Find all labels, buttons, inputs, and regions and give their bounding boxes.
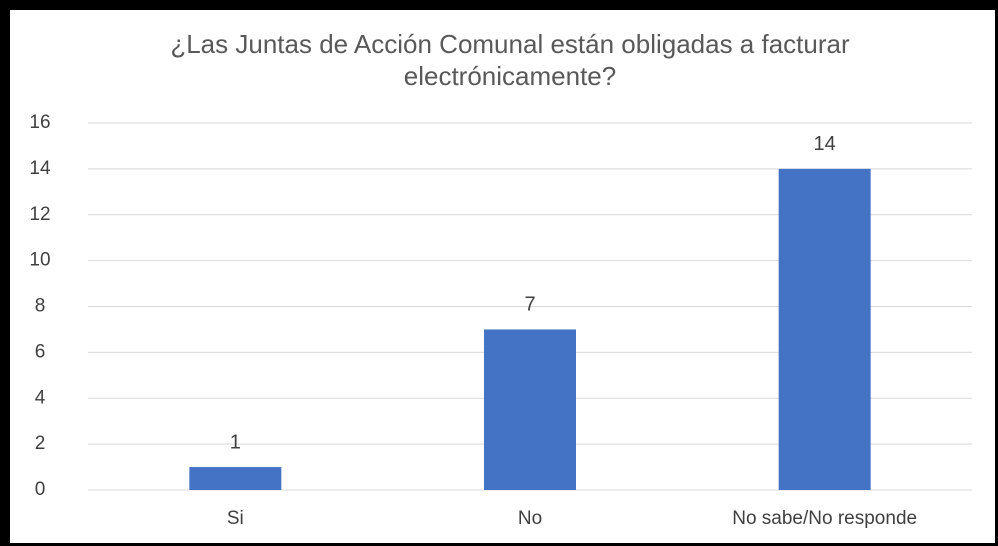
x-tick-label: No [518, 508, 542, 529]
y-tick-label: 4 [35, 387, 46, 408]
data-label: 7 [524, 294, 535, 316]
y-tick-label: 12 [29, 204, 50, 225]
y-tick-label: 14 [29, 158, 51, 179]
y-tick-label: 8 [35, 296, 46, 317]
x-tick-label: Si [227, 508, 244, 529]
y-tick-label: 2 [35, 433, 46, 454]
bar [189, 467, 282, 490]
y-tick-label: 0 [35, 479, 46, 500]
y-tick-label: 6 [35, 341, 46, 362]
x-tick-label: No sabe/No responde [732, 508, 917, 529]
y-tick-label: 16 [29, 112, 50, 133]
data-label: 14 [814, 133, 836, 155]
data-label: 1 [230, 431, 241, 453]
bar [778, 168, 871, 490]
chart-title: ¿Las Juntas de Acción Comunal están obli… [170, 29, 850, 91]
y-tick-label: 10 [29, 250, 50, 271]
bar [484, 329, 576, 490]
